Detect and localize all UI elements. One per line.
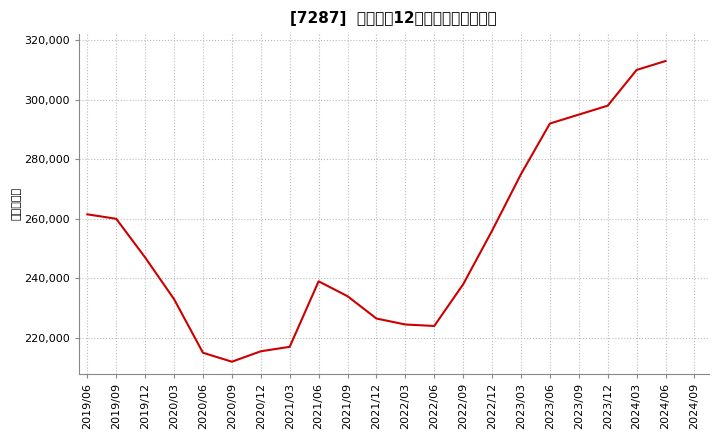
Y-axis label: （百万円）: （百万円）	[11, 187, 21, 220]
Title: [7287]  売上高の12か月移動合計の推移: [7287] 売上高の12か月移動合計の推移	[290, 11, 497, 26]
